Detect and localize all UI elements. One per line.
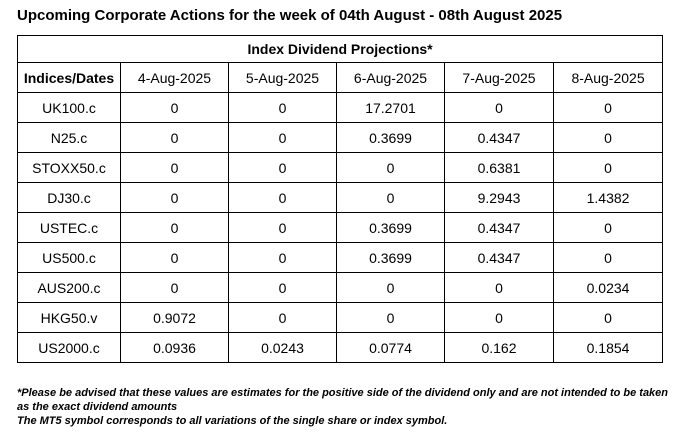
dividend-value-cell: 0.3699 [336,212,445,243]
symbol-cell: AUS200.c [17,272,121,303]
table-row: N25.c 0 0 0.3699 0.4347 0 [17,122,664,153]
footnote-symbol-note: The MT5 symbol corresponds to all variat… [17,415,448,427]
dividend-value-cell: 0 [228,182,337,213]
dividend-value-cell: 0 [552,242,664,273]
symbol-cell: USTEC.c [17,212,121,243]
dividend-value-cell: 0 [228,152,337,183]
dividend-value-cell: 0 [228,242,337,273]
dividend-value-cell: 0 [552,92,664,123]
date-header: 7-Aug-2025 [444,62,554,93]
date-header: 8-Aug-2025 [552,62,664,93]
symbol-cell: STOXX50.c [17,152,121,183]
table-body: UK100.c 0 0 17.2701 0 0 N25.c 0 0 0.3699 0.4347 0 ST… [17,92,664,363]
dividend-value-cell: 0.4347 [444,122,554,153]
table-row: HKG50.v 0.9072 0 0 0 0 [17,302,664,333]
table-row: DJ30.c 0 0 0 9.2943 1.4382 [17,182,664,213]
dividend-value-cell: 0 [120,242,229,273]
dividend-value-cell: 0 [336,152,445,183]
dividend-projections-table: Index Dividend Projections* Indices/Date… [16,35,664,363]
date-header: 6-Aug-2025 [336,62,445,93]
dividend-value-cell: 0.0234 [552,272,664,303]
dividend-value-cell: 0 [552,212,664,243]
date-header: 4-Aug-2025 [120,62,229,93]
dividend-value-cell: 17.2701 [336,92,445,123]
table-row: US2000.c 0.0936 0.0243 0.0774 0.162 0.1854 [17,332,664,363]
dividend-value-cell: 0 [552,152,664,183]
dividend-value-cell: 9.2943 [444,182,554,213]
table-caption-row: Index Dividend Projections* [16,35,664,63]
dividend-value-cell: 0 [120,212,229,243]
dividend-value-cell: 0 [336,182,445,213]
table-row: STOXX50.c 0 0 0 0.6381 0 [17,152,664,183]
table-caption: Index Dividend Projections* [16,35,664,63]
dividend-value-cell: 0 [552,302,664,333]
dividend-value-cell: 0 [228,212,337,243]
dividend-value-cell: 0.0936 [120,332,229,363]
dividend-value-cell: 0 [120,152,229,183]
dividend-value-cell: 0 [120,272,229,303]
dividend-value-cell: 0 [444,92,554,123]
dividend-value-cell: 0 [336,302,445,333]
dividend-value-cell: 0.162 [444,332,554,363]
dividend-value-cell: 1.4382 [552,182,664,213]
table-header-row: Indices/Dates 4-Aug-2025 5-Aug-2025 6-Aug-… [17,62,664,93]
dividend-value-cell: 0 [120,182,229,213]
dividend-value-cell: 0.0243 [228,332,337,363]
dividend-value-cell: 0 [444,302,554,333]
dividend-value-cell: 0.9072 [120,302,229,333]
symbol-cell: US2000.c [17,332,121,363]
dividend-value-cell: 0.1854 [552,332,664,363]
dividend-value-cell: 0 [228,302,337,333]
dividend-value-cell: 0.4347 [444,242,554,273]
dividend-value-cell: 0 [228,122,337,153]
dividend-value-cell: 0 [444,272,554,303]
footnote: *Please be advised that these values are… [17,386,682,428]
dividend-value-cell: 0.0774 [336,332,445,363]
date-header: 5-Aug-2025 [228,62,337,93]
row-header-label: Indices/Dates [17,62,121,93]
dividend-value-cell: 0 [120,92,229,123]
table-row: UK100.c 0 0 17.2701 0 0 [17,92,664,123]
symbol-cell: N25.c [17,122,121,153]
dividend-value-cell: 0.3699 [336,242,445,273]
page-title: Upcoming Corporate Actions for the week … [17,7,563,24]
symbol-cell: HKG50.v [17,302,121,333]
symbol-cell: US500.c [17,242,121,273]
dividend-value-cell: 0 [228,92,337,123]
dividend-value-cell: 0.4347 [444,212,554,243]
table-row: USTEC.c 0 0 0.3699 0.4347 0 [17,212,664,243]
dividend-value-cell: 0 [552,122,664,153]
dividend-value-cell: 0 [336,272,445,303]
dividend-value-cell: 0 [228,272,337,303]
dividend-value-cell: 0 [120,122,229,153]
symbol-cell: DJ30.c [17,182,121,213]
dividend-value-cell: 0.6381 [444,152,554,183]
footnote-disclaimer: *Please be advised that these values are… [17,387,669,413]
table-row: US500.c 0 0 0.3699 0.4347 0 [17,242,664,273]
symbol-cell: UK100.c [17,92,121,123]
dividend-value-cell: 0.3699 [336,122,445,153]
table-row: AUS200.c 0 0 0 0 0.0234 [17,272,664,303]
